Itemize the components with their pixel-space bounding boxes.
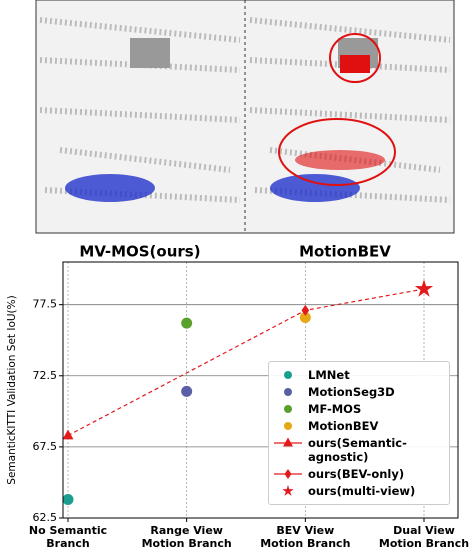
- legend-entry: MotionBEV: [273, 419, 445, 433]
- blue-points: [270, 174, 360, 202]
- y-tick-label: 67.5: [33, 440, 58, 453]
- legend-entry: ours(multi-view): [273, 484, 445, 498]
- marker: [62, 494, 74, 506]
- y-tick-label: 77.5: [33, 298, 58, 311]
- car: [130, 38, 170, 68]
- x-tick-label: No Semantic Branch: [28, 524, 108, 550]
- marker: [284, 422, 292, 430]
- x-tick-label: BEV View Motion Branch: [260, 524, 351, 550]
- legend-icon: [284, 422, 292, 430]
- legend-icon: [274, 469, 302, 479]
- legend-label: ours(BEV-only): [308, 467, 405, 481]
- legend-icon: [274, 437, 302, 447]
- image-label: MV-MOS(ours): [79, 243, 200, 261]
- marker: [282, 485, 294, 496]
- blue-points: [65, 174, 155, 202]
- marker: [284, 405, 292, 413]
- y-tick-label: 62.5: [33, 511, 58, 524]
- axes-frame: [62, 261, 459, 519]
- legend-entry: ours(Semantic-agnostic): [273, 436, 445, 464]
- highlight-circle: [329, 33, 381, 83]
- marker: [284, 371, 292, 379]
- legend: LMNet MotionSeg3D MF-MOS MotionBEV ours(Sema…: [268, 361, 450, 505]
- marker: [283, 437, 293, 447]
- legend-entry: MF-MOS: [273, 402, 445, 416]
- marker: [284, 388, 292, 396]
- y-axis-label: SemanticKITTI Validation Set IoU(%): [6, 295, 18, 484]
- marker: [301, 304, 310, 316]
- marker: [181, 317, 193, 329]
- legend-label: ours(multi-view): [308, 484, 416, 498]
- y-tick-label: 72.5: [33, 369, 58, 382]
- legend-entry: MotionSeg3D: [273, 385, 445, 399]
- legend-icon: [284, 371, 292, 379]
- red-points: [295, 150, 385, 170]
- legend-icon: [284, 388, 292, 396]
- legend-entry: LMNet: [273, 368, 445, 382]
- legend-icon: [282, 485, 294, 496]
- x-tick-label: Dual View Motion Branch: [378, 524, 470, 550]
- highlight-circle: [278, 118, 396, 186]
- legend-label: MotionBEV: [308, 419, 379, 433]
- marker: [284, 469, 292, 479]
- x-tick-label: Range View Motion Branch: [141, 524, 232, 550]
- legend-entry: ours(BEV-only): [273, 467, 445, 481]
- legend-label: MotionSeg3D: [308, 385, 395, 399]
- marker: [62, 429, 74, 440]
- marker: [181, 385, 193, 397]
- legend-label: ours(Semantic-agnostic): [308, 436, 407, 464]
- marker: [414, 279, 434, 297]
- legend-label: LMNet: [308, 368, 350, 382]
- legend-label: MF-MOS: [308, 402, 362, 416]
- marker: [299, 311, 311, 323]
- point-cloud-images: [35, 0, 455, 234]
- legend-icon: [284, 405, 292, 413]
- red-points: [340, 55, 370, 73]
- image-label: MotionBEV: [299, 243, 391, 261]
